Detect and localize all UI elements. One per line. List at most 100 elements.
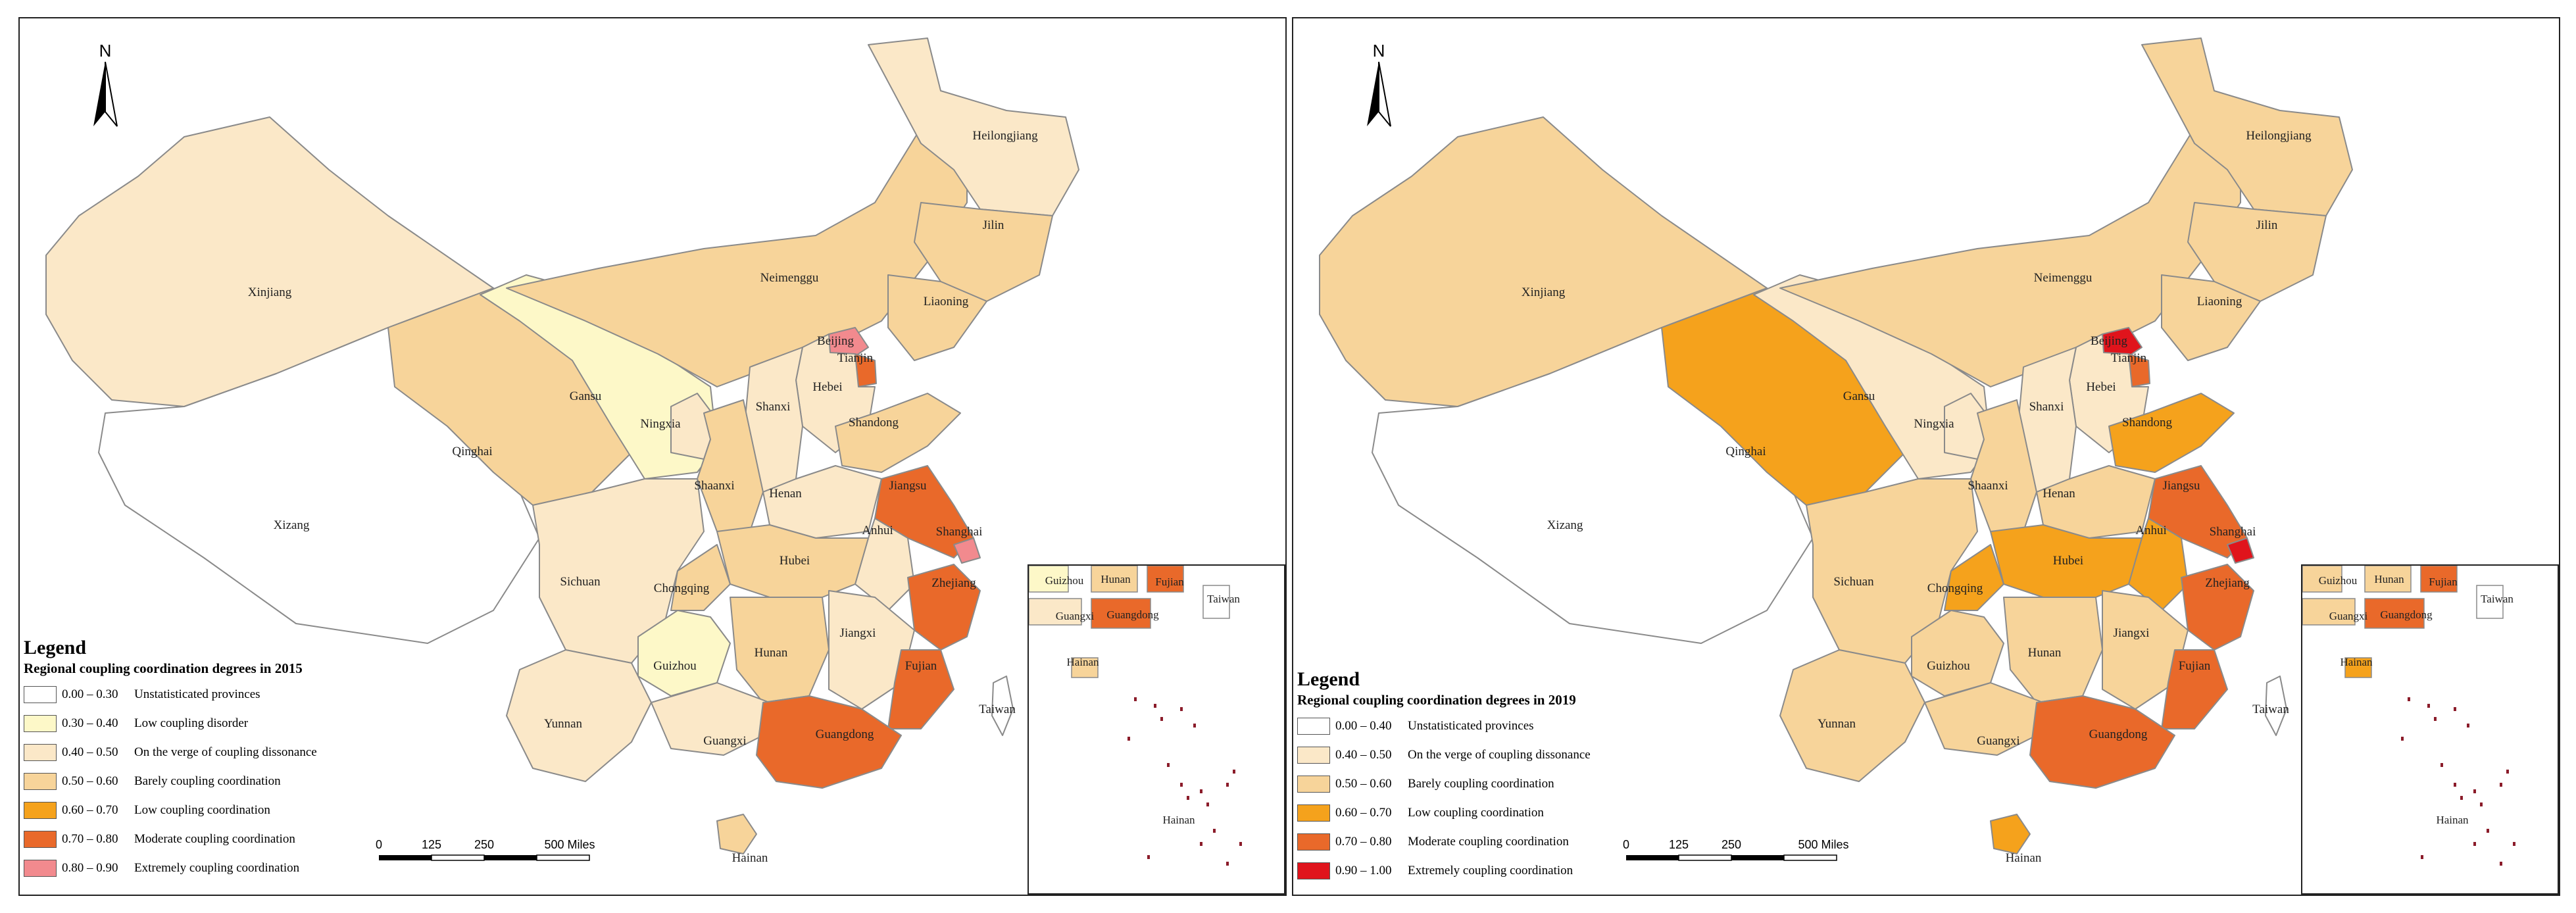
legend: Legend Regional coupling coordination de… <box>24 637 317 883</box>
province-label-anhui: Anhui <box>862 524 893 537</box>
island-mark <box>2440 763 2443 767</box>
province-hunan <box>730 597 830 703</box>
legend-label: Low coupling coordination <box>1408 806 1544 820</box>
legend-item: 0.40 – 0.50 On the verge of coupling diss… <box>24 738 317 767</box>
island-mark <box>1147 855 1150 859</box>
inset-region-guangdong <box>1091 598 1151 629</box>
inset-label-fujian: Fujian <box>2429 576 2458 588</box>
province-jilin <box>2187 202 2327 302</box>
province-liaoning <box>2161 274 2261 361</box>
island-mark <box>1193 724 1196 728</box>
legend-label: Moderate coupling coordination <box>1408 835 1569 849</box>
legend-swatch <box>1297 804 1330 822</box>
legend-swatch <box>24 802 57 819</box>
province-label-qinghai: Qinghai <box>452 445 492 458</box>
province-yunnan <box>1779 649 1925 782</box>
province-label-jilin: Jilin <box>983 218 1004 232</box>
legend-range: 0.00 – 0.40 <box>1335 719 1392 733</box>
legend-range: 0.60 – 0.70 <box>62 803 118 817</box>
legend-swatch <box>1297 718 1330 735</box>
province-label-fujian: Fujian <box>2179 659 2211 673</box>
province-label-xinjiang: Xinjiang <box>248 285 292 299</box>
legend-item: 0.80 – 0.90 Extremely coupling coordinati… <box>24 854 317 883</box>
map-panel-2015: N Xinjiang Xizang Qinghai Gansu Ningxia Neime… <box>18 17 1287 896</box>
legend-swatch <box>1297 747 1330 764</box>
island-mark <box>2473 842 2476 846</box>
legend-swatch <box>24 860 57 877</box>
island-mark <box>1134 697 1137 701</box>
legend-item: 0.30 – 0.40 Low coupling disorder <box>24 709 317 738</box>
legend-range: 0.40 – 0.50 <box>62 745 118 759</box>
island-mark <box>2513 842 2515 846</box>
province-label-hunan: Hunan <box>2028 646 2062 660</box>
legend-item: 0.00 – 0.40 Unstatisticated provinces <box>1297 712 1591 741</box>
province-label-shanghai: Shanghai <box>936 525 983 539</box>
legend-title: Legend <box>1297 668 1360 690</box>
map-panel-2019: N Xinjiang Xizang Qinghai Gansu Ningxia Neime… <box>1292 17 2560 896</box>
legend-item: 0.70 – 0.80 Moderate coupling coordinatio… <box>24 825 317 854</box>
island-mark <box>1187 796 1189 800</box>
scale-tick: 0 <box>376 838 382 851</box>
scale-tick: 500 Miles <box>544 838 595 851</box>
province-label-ningxia: Ningxia <box>640 417 681 431</box>
north-label: N <box>99 41 112 61</box>
province-label-chongqing: Chongqing <box>654 581 710 595</box>
legend-label: Low coupling coordination <box>134 803 270 817</box>
inset-label-guizhou: Guizhou <box>2319 574 2358 587</box>
legend-item: 0.50 – 0.60 Barely coupling coordination <box>1297 770 1591 799</box>
inset-region-fujian <box>2420 566 2458 593</box>
province-label-hainan: Hainan <box>2006 851 2042 865</box>
legend-label: Low coupling disorder <box>134 716 249 730</box>
province-label-shanxi: Shanxi <box>756 400 791 414</box>
province-guizhou <box>1911 610 2004 697</box>
island-mark <box>1180 707 1183 711</box>
province-shandong <box>2108 393 2235 473</box>
province-label-zhejiang: Zhejiang <box>931 576 976 590</box>
inset-label-taiwan: Taiwan <box>1207 593 1240 605</box>
inset-region-hainan <box>1071 657 1099 678</box>
island-mark <box>2500 862 2502 866</box>
legend-range: 0.70 – 0.80 <box>1335 835 1392 849</box>
province-fujian <box>2161 649 2228 729</box>
province-label-yunnan: Yunnan <box>1818 717 1856 731</box>
legend-range: 0.70 – 0.80 <box>62 832 118 846</box>
island-mark <box>2434 717 2437 721</box>
province-sichuan <box>1806 478 1978 664</box>
legend-swatch <box>24 686 57 703</box>
legend-items: 0.00 – 0.40 Unstatisticated provinces 0.40… <box>1297 712 1591 885</box>
province-sichuan <box>532 478 705 664</box>
island-mark <box>1226 783 1229 787</box>
island-mark <box>2500 783 2502 787</box>
north-arrow-icon: N <box>93 41 118 127</box>
north-label: N <box>1373 41 1385 61</box>
province-label-hubei: Hubei <box>780 554 810 568</box>
legend-swatch <box>24 715 57 732</box>
province-label-qinghai: Qinghai <box>1725 445 1766 458</box>
province-hainan <box>1990 814 2031 854</box>
island-mark <box>1206 802 1209 806</box>
legend-title: Legend <box>24 637 87 658</box>
province-label-neimenggu: Neimenggu <box>2034 271 2093 285</box>
island-mark <box>2467 724 2469 728</box>
province-yunnan <box>506 649 652 782</box>
legend-label: Extremely coupling coordination <box>134 861 300 875</box>
province-shanghai <box>2227 537 2254 564</box>
province-label-tianjin: Tianjin <box>837 351 874 365</box>
island-mark <box>2487 829 2489 833</box>
inset-region-fujian <box>1147 566 1184 593</box>
inset-label-guangdong: Guangdong <box>2380 608 2433 621</box>
province-label-shaanxi: Shaanxi <box>694 479 734 493</box>
province-map: Xinjiang Xizang Qinghai Gansu Ningxia Neimeng… <box>45 37 1079 865</box>
legend-range: 0.80 – 0.90 <box>62 861 118 875</box>
province-taiwan <box>991 676 1014 736</box>
province-label-gansu: Gansu <box>1843 389 1875 403</box>
island-mark <box>1167 763 1170 767</box>
province-hainan <box>716 814 757 854</box>
province-shanghai <box>953 537 981 564</box>
province-label-taiwan: Taiwan <box>979 703 1016 716</box>
province-label-hainan: Hainan <box>732 851 768 865</box>
province-label-xinjiang: Xinjiang <box>1522 285 1566 299</box>
province-label-beijing: Beijing <box>817 334 854 348</box>
province-label-shanghai: Shanghai <box>2210 525 2256 539</box>
legend-label: Unstatisticated provinces <box>134 687 260 701</box>
